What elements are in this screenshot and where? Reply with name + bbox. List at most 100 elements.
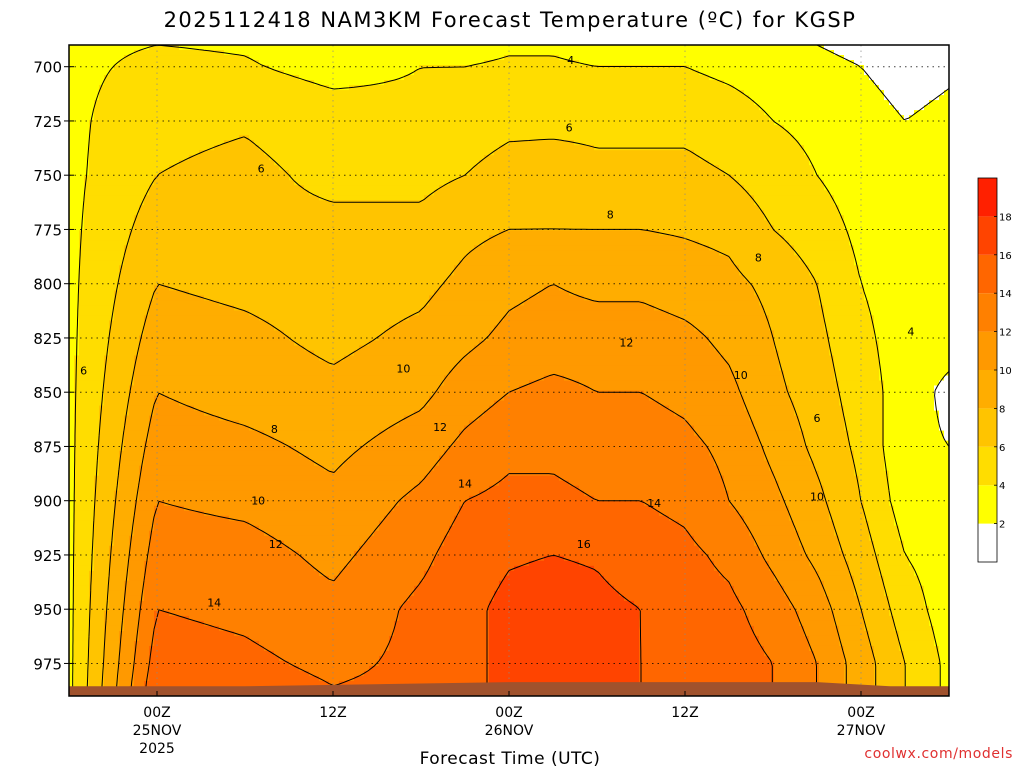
field-cell — [244, 65, 250, 71]
field-cell — [259, 235, 265, 241]
field-cell — [214, 135, 220, 141]
field-cell — [124, 520, 130, 527]
field-cell — [204, 270, 210, 276]
field-cell — [224, 490, 230, 497]
field-cell — [164, 105, 170, 111]
field-cell — [229, 465, 235, 472]
field-cell — [124, 650, 130, 657]
field-cell — [219, 430, 225, 437]
field-cell — [229, 270, 235, 276]
field-cell — [174, 425, 180, 432]
field-cell — [99, 435, 105, 442]
field-cell — [124, 240, 130, 246]
field-cell — [99, 665, 105, 672]
field-cell — [124, 530, 130, 537]
field-cell — [214, 455, 220, 462]
field-cell — [129, 200, 135, 206]
field-cell — [104, 205, 110, 211]
field-cell — [219, 170, 225, 176]
field-cell — [244, 100, 250, 106]
field-cell — [154, 265, 160, 271]
field-cell — [219, 645, 225, 652]
field-cell — [84, 650, 90, 657]
field-cell — [204, 680, 210, 687]
field-cell — [224, 455, 230, 462]
field-cell — [249, 400, 255, 407]
field-cell — [129, 595, 135, 602]
field-cell — [154, 205, 160, 211]
field-cell — [239, 640, 245, 647]
field-cell — [204, 245, 210, 251]
field-cell — [149, 155, 155, 161]
field-cell — [154, 535, 160, 542]
field-cell — [184, 375, 190, 382]
field-cell — [239, 205, 245, 211]
field-cell — [74, 370, 80, 377]
field-cell — [119, 380, 125, 387]
field-cell — [249, 665, 255, 672]
field-cell — [134, 140, 140, 146]
field-cell — [139, 170, 145, 176]
field-cell — [119, 465, 125, 472]
field-cell — [259, 320, 265, 327]
field-cell — [189, 590, 195, 597]
field-cell — [224, 420, 230, 427]
field-cell — [144, 385, 150, 392]
field-cell — [124, 375, 130, 382]
field-cell — [184, 195, 190, 201]
field-cell — [144, 65, 150, 71]
field-cell — [204, 150, 210, 156]
field-cell — [69, 565, 75, 572]
field-cell — [214, 320, 220, 327]
field-cell — [89, 605, 95, 612]
field-cell — [129, 610, 135, 617]
field-cell — [159, 535, 165, 542]
field-cell — [259, 285, 265, 291]
field-cell — [134, 465, 140, 472]
field-cell — [169, 390, 175, 397]
field-cell — [159, 570, 165, 577]
field-cell — [154, 480, 160, 487]
field-cell — [144, 505, 150, 512]
field-cell — [204, 200, 210, 206]
field-cell — [234, 185, 240, 191]
field-cell — [194, 315, 200, 322]
field-cell — [214, 475, 220, 482]
field-cell — [124, 170, 130, 176]
field-cell — [239, 105, 245, 111]
field-cell — [89, 130, 95, 136]
field-cell — [254, 125, 260, 131]
field-cell — [189, 220, 195, 226]
field-cell — [254, 505, 260, 512]
field-cell — [239, 585, 245, 592]
field-cell — [134, 440, 140, 447]
field-cell — [219, 610, 225, 617]
field-cell — [159, 675, 165, 682]
field-cell — [84, 670, 90, 677]
field-cell — [239, 45, 245, 51]
field-cell — [114, 360, 120, 367]
field-cell — [139, 545, 145, 552]
field-cell — [79, 410, 85, 417]
field-cell — [239, 440, 245, 447]
field-cell — [179, 510, 185, 517]
field-cell — [74, 640, 80, 647]
field-cell — [124, 165, 130, 171]
field-cell — [209, 660, 215, 667]
field-cell — [84, 430, 90, 437]
field-cell — [204, 500, 210, 507]
field-cell — [119, 315, 125, 322]
field-cell — [244, 400, 250, 407]
field-cell — [129, 190, 135, 196]
field-cell — [244, 575, 250, 582]
field-cell — [244, 95, 250, 101]
field-cell — [129, 430, 135, 437]
field-cell — [194, 240, 200, 246]
field-cell — [134, 415, 140, 422]
field-cell — [194, 675, 200, 682]
field-cell — [219, 575, 225, 582]
field-cell — [229, 460, 235, 467]
field-cell — [199, 190, 205, 196]
field-cell — [119, 300, 125, 306]
field-cell — [244, 675, 250, 682]
